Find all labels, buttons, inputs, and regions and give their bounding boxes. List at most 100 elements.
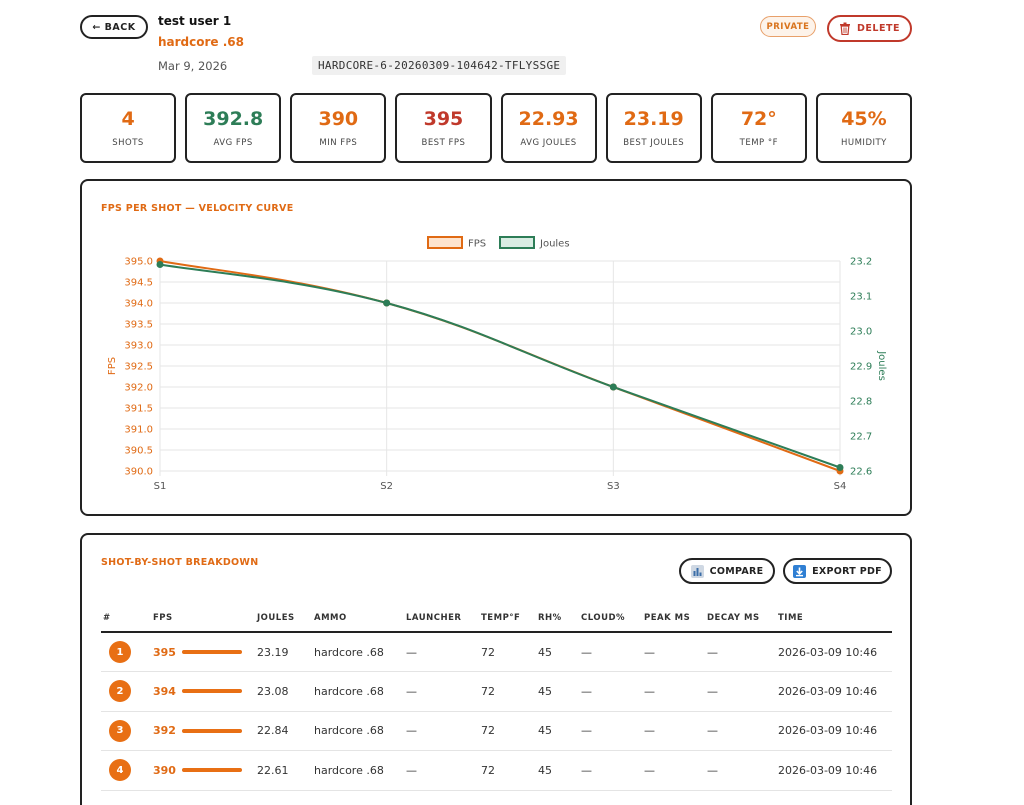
stat-card-shots: 4 SHOTS <box>80 93 177 163</box>
cell-decay: — <box>705 632 776 672</box>
trash-icon <box>840 22 851 35</box>
cell-joules: 22.61 <box>255 750 312 791</box>
cell-time: 2026-03-09 10:46 <box>776 671 892 712</box>
column-header-time: TIME <box>776 605 892 633</box>
session-header: ← BACK test user 1 hardcore .68 Mar 9, 2… <box>80 10 912 80</box>
fps-value: 392 <box>153 724 176 738</box>
stat-card-temp-f: 72° TEMP °F <box>710 93 807 163</box>
fps-value: 395 <box>153 645 176 659</box>
y2-tick-label: 22.6 <box>850 467 872 478</box>
fps-bar <box>182 728 242 733</box>
fps-bar-fill <box>182 689 242 694</box>
shot-number-badge: 3 <box>109 719 131 742</box>
velocity-chart: 395.0 394.5 394.0 393.5 393.0 392.5 392.0 391.5… <box>107 236 887 492</box>
cell-launcher: — <box>404 750 479 791</box>
x-tick-label: S4 <box>834 481 847 492</box>
cell-fps: 395 <box>151 632 255 672</box>
cell-joules: 23.08 <box>255 671 312 712</box>
fps-bar <box>182 650 242 654</box>
x-tick-label: S2 <box>380 481 393 492</box>
delete-button[interactable]: DELETE <box>827 15 912 42</box>
data-point-joules <box>609 383 617 391</box>
cell-rh: 45 <box>536 632 579 672</box>
fps-cell: 395 <box>153 646 255 659</box>
y2-tick-label: 22.8 <box>850 397 872 408</box>
stat-value: 392.8 <box>203 108 264 130</box>
cell-peak: — <box>642 671 705 712</box>
data-point-joules <box>836 464 844 471</box>
fps-value: 390 <box>153 763 176 777</box>
cell-cloud: — <box>579 750 642 791</box>
stat-card-min-fps: 390 MIN FPS <box>290 93 387 163</box>
cell-joules: 23.19 <box>255 632 312 672</box>
compare-button[interactable]: COMPARE <box>679 558 775 584</box>
cell-temp: 72 <box>479 671 536 712</box>
data-point-joules <box>383 299 391 307</box>
cell-decay: — <box>705 750 776 791</box>
stat-card-avg-fps: 392.8 AVG FPS <box>185 93 282 163</box>
y-axis-label: FPS <box>107 357 118 375</box>
stat-value: 23.19 <box>623 108 684 130</box>
fps-bar <box>182 689 242 694</box>
private-badge[interactable]: PRIVATE <box>760 16 816 37</box>
column-header-ammo: AMMO <box>312 605 404 633</box>
table-row: 4 390 22.61 hardcore .68—72 45— — —2026-03-09 … <box>101 750 892 791</box>
cell-cloud: — <box>579 632 642 672</box>
y2-tick-label: 23.2 <box>850 257 872 268</box>
shot-breakdown-card: SHOT-BY-SHOT BREAKDOWN COMPARE EXPORT PD… <box>80 533 912 805</box>
cell-decay: — <box>705 711 776 751</box>
y-tick-label: 390.0 <box>124 467 153 478</box>
export-pdf-button[interactable]: EXPORT PDF <box>783 558 892 584</box>
cell-launcher: — <box>404 671 479 712</box>
table-row: 3 392 22.84 hardcore .68—72 45— — —2026-03-09 … <box>101 711 892 751</box>
fps-cell: 390 <box>153 764 255 777</box>
session-date: Mar 9, 2026 <box>158 59 228 73</box>
column-header-joules: JOULES <box>255 605 312 633</box>
data-point-joules <box>156 261 164 268</box>
stat-label: MIN FPS <box>319 138 358 148</box>
cell-peak: — <box>642 711 705 751</box>
y2-tick-label: 22.7 <box>850 432 872 443</box>
bar-chart-icon <box>690 564 704 578</box>
fps-bar-fill <box>182 768 242 773</box>
fps-cell: 392 <box>153 724 255 737</box>
stat-label: BEST JOULES <box>623 138 685 148</box>
table-row: 2 394 23.08 hardcore .68—72 45— — —2026-03-09 … <box>101 671 892 712</box>
y-tick-label: 390.5 <box>124 446 153 457</box>
y-tick-label: 395.0 <box>124 257 153 268</box>
table-row: 1 395 23.19 hardcore .68—72 45— — —2026-03-09 … <box>101 632 892 672</box>
stat-value: 22.93 <box>518 108 579 130</box>
export-label: EXPORT PDF <box>812 565 882 577</box>
cell-fps: 390 <box>151 750 255 791</box>
y2-tick-label: 23.1 <box>850 292 872 303</box>
cell-decay: — <box>705 671 776 712</box>
user-name: test user 1 <box>158 14 232 28</box>
shot-number-badge: 2 <box>109 680 131 703</box>
column-header-fps: FPS <box>151 605 255 633</box>
y-tick-label: 391.5 <box>124 404 153 415</box>
stat-value: 4 <box>121 108 135 130</box>
cell-n: 1 <box>101 632 151 672</box>
session-name: hardcore .68 <box>158 35 244 49</box>
legend-swatch-joules <box>499 236 535 249</box>
stat-label: SHOTS <box>112 138 144 148</box>
cell-cloud: — <box>579 711 642 751</box>
cell-ammo: hardcore .68 <box>312 711 404 751</box>
chart-card-title: FPS PER SHOT — VELOCITY CURVE <box>101 203 294 214</box>
y-tick-label: 392.5 <box>124 362 153 373</box>
fps-bar-fill <box>182 650 242 654</box>
velocity-chart-card: FPS PER SHOT — VELOCITY CURVE 395.0 394.5… <box>80 179 912 516</box>
fps-bar <box>182 768 242 773</box>
fps-value: 394 <box>153 684 176 698</box>
cell-temp: 72 <box>479 632 536 672</box>
stat-label: AVG JOULES <box>520 138 577 148</box>
cell-launcher: — <box>404 632 479 672</box>
back-button[interactable]: ← BACK <box>80 15 148 39</box>
download-icon <box>793 564 807 578</box>
legend-swatch-fps <box>427 236 463 249</box>
compare-label: COMPARE <box>709 565 764 577</box>
y-tick-label: 394.0 <box>124 299 153 310</box>
series-line-joules <box>159 263 841 469</box>
delete-label: DELETE <box>857 23 900 34</box>
cell-fps: 394 <box>151 671 255 712</box>
